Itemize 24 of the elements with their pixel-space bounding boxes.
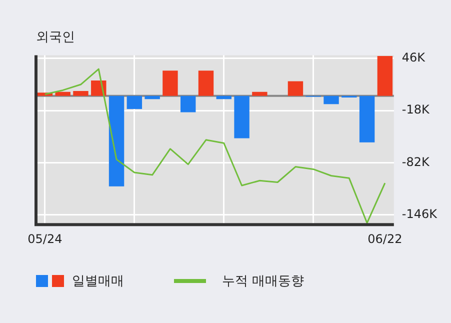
- bar: [126, 96, 142, 109]
- bar: [359, 96, 375, 142]
- y-tick-label: -18K: [402, 102, 430, 117]
- bar: [252, 92, 268, 96]
- x-tick-label: 06/22: [368, 232, 402, 246]
- x-tick-label: 05/24: [28, 232, 62, 246]
- y-tick-label: 46K: [402, 50, 426, 65]
- bar: [216, 96, 232, 100]
- bar: [55, 92, 70, 96]
- bar: [108, 96, 124, 186]
- bar: [144, 96, 160, 100]
- chart-title: 외국인: [36, 29, 75, 46]
- y-tick-label: -146K: [402, 206, 438, 221]
- bar: [198, 70, 214, 96]
- bar: [288, 81, 304, 96]
- y-tick-label: -82K: [402, 154, 430, 169]
- bar: [162, 70, 178, 96]
- bar: [73, 91, 88, 96]
- bar: [180, 96, 196, 112]
- legend-label: 일별매매: [72, 273, 124, 290]
- bar: [234, 96, 250, 138]
- bar: [377, 56, 393, 96]
- bar: [324, 96, 339, 104]
- legend-label: 누적 매매동향: [222, 273, 304, 290]
